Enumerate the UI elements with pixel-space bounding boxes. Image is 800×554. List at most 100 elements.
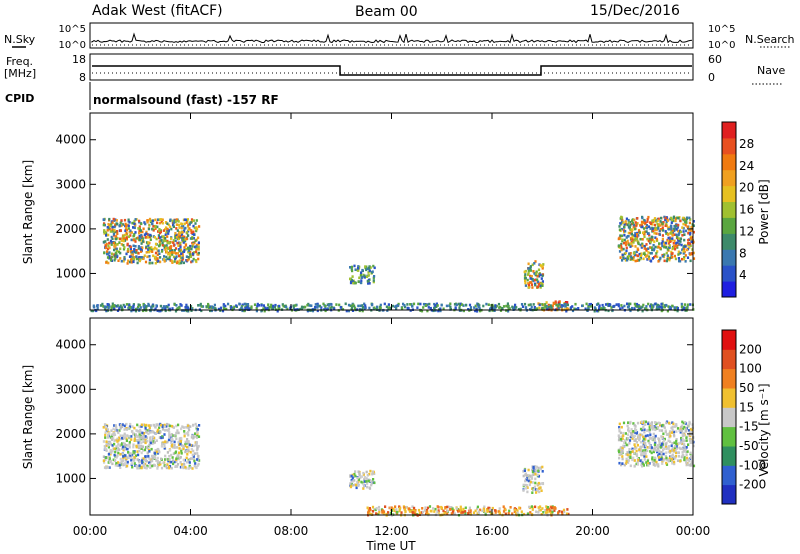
echo-cell <box>679 240 682 243</box>
echo-cell <box>624 441 627 445</box>
echo-cell <box>468 506 471 510</box>
echo-cell <box>178 234 182 238</box>
echo-cell <box>246 303 250 306</box>
echo-cell <box>154 456 157 460</box>
echo-cell <box>628 448 631 451</box>
echo-cell <box>635 454 639 458</box>
echo-cell <box>534 481 537 485</box>
echo-cell <box>562 508 566 512</box>
echo-cell <box>170 441 173 445</box>
echo-cell <box>141 230 144 234</box>
echo-cell <box>642 221 645 224</box>
echo-cell <box>547 305 550 309</box>
echo-cell <box>110 451 113 454</box>
echo-cell <box>627 242 630 245</box>
echo-cell <box>545 508 548 511</box>
colorbar-segment <box>722 349 736 370</box>
echo-cell <box>633 307 636 310</box>
echo-cell <box>445 304 448 308</box>
echo-cell <box>171 249 174 252</box>
colorbar-segment <box>722 407 736 428</box>
echo-cell <box>538 490 541 494</box>
echo-cell <box>529 265 532 268</box>
echo-cell <box>630 255 633 259</box>
echo-cell <box>354 483 358 487</box>
echo-cell <box>112 233 115 236</box>
echo-cell <box>132 226 135 229</box>
echo-cell <box>439 309 442 313</box>
echo-cell <box>513 305 517 309</box>
echo-cell <box>641 464 644 468</box>
echo-cell <box>169 251 172 255</box>
echo-cell <box>636 460 639 464</box>
echo-cell <box>180 436 183 440</box>
echo-cell <box>160 436 163 440</box>
echo-cell <box>144 260 148 264</box>
echo-cell <box>140 441 143 444</box>
echo-cell <box>173 434 176 437</box>
echo-cell <box>540 284 543 287</box>
echo-cell <box>108 456 111 460</box>
echo-cell <box>169 225 172 229</box>
echo-cell <box>537 481 540 485</box>
echo-cell <box>397 304 400 307</box>
echo-cell <box>545 505 548 508</box>
nave-tick-top: 60 <box>708 53 722 66</box>
echo-cell <box>652 248 656 252</box>
echo-cell <box>118 436 121 440</box>
echo-cell <box>179 461 182 464</box>
echo-cell <box>135 237 138 240</box>
echo-cell <box>640 220 644 224</box>
echo-cell <box>564 305 567 308</box>
echo-cell <box>350 265 354 269</box>
echo-cell <box>147 454 150 458</box>
echo-cell <box>659 224 662 227</box>
echo-cell <box>148 457 151 460</box>
echo-cell <box>502 305 506 308</box>
echo-cell <box>222 303 225 306</box>
echo-cell <box>477 510 480 513</box>
echo-cell <box>166 227 169 231</box>
echo-cell <box>621 306 624 309</box>
echo-cell <box>520 303 524 306</box>
echo-cell <box>389 511 392 515</box>
echo-cell <box>531 470 534 474</box>
echo-cell <box>123 239 127 242</box>
echo-cell <box>640 463 643 467</box>
echo-cell <box>356 476 359 480</box>
echo-cell <box>192 444 195 448</box>
echo-cell <box>468 303 472 307</box>
echo-cell <box>533 306 536 309</box>
echo-cell <box>681 451 684 454</box>
echo-cell <box>142 464 145 468</box>
echo-cell <box>635 462 638 466</box>
colorbar-segment <box>722 446 736 466</box>
echo-cell <box>641 244 644 248</box>
echo-cell <box>126 242 129 246</box>
echo-cell <box>160 445 163 448</box>
echo-cell <box>135 444 138 448</box>
echo-cell <box>113 442 116 446</box>
echo-cell <box>133 451 136 454</box>
echo-cell <box>446 509 449 513</box>
echo-cell <box>161 235 164 238</box>
echo-cell <box>195 226 198 229</box>
echo-cell <box>669 459 672 462</box>
echo-cell <box>550 506 553 509</box>
echo-cell <box>642 425 645 429</box>
echo-cell <box>157 259 160 263</box>
echo-cell <box>653 240 656 243</box>
echo-cell <box>636 254 639 257</box>
echo-cell <box>148 258 151 262</box>
echo-cell <box>455 507 458 510</box>
echo-cell <box>532 488 535 492</box>
echo-cell <box>451 510 455 513</box>
echo-cell <box>630 431 633 435</box>
echo-cell <box>619 222 622 225</box>
echo-cell <box>524 281 527 285</box>
echo-cell <box>165 305 168 308</box>
echo-cell <box>155 450 158 454</box>
echo-cell <box>667 305 670 308</box>
echo-cell <box>529 480 532 484</box>
echo-cell <box>136 464 139 468</box>
